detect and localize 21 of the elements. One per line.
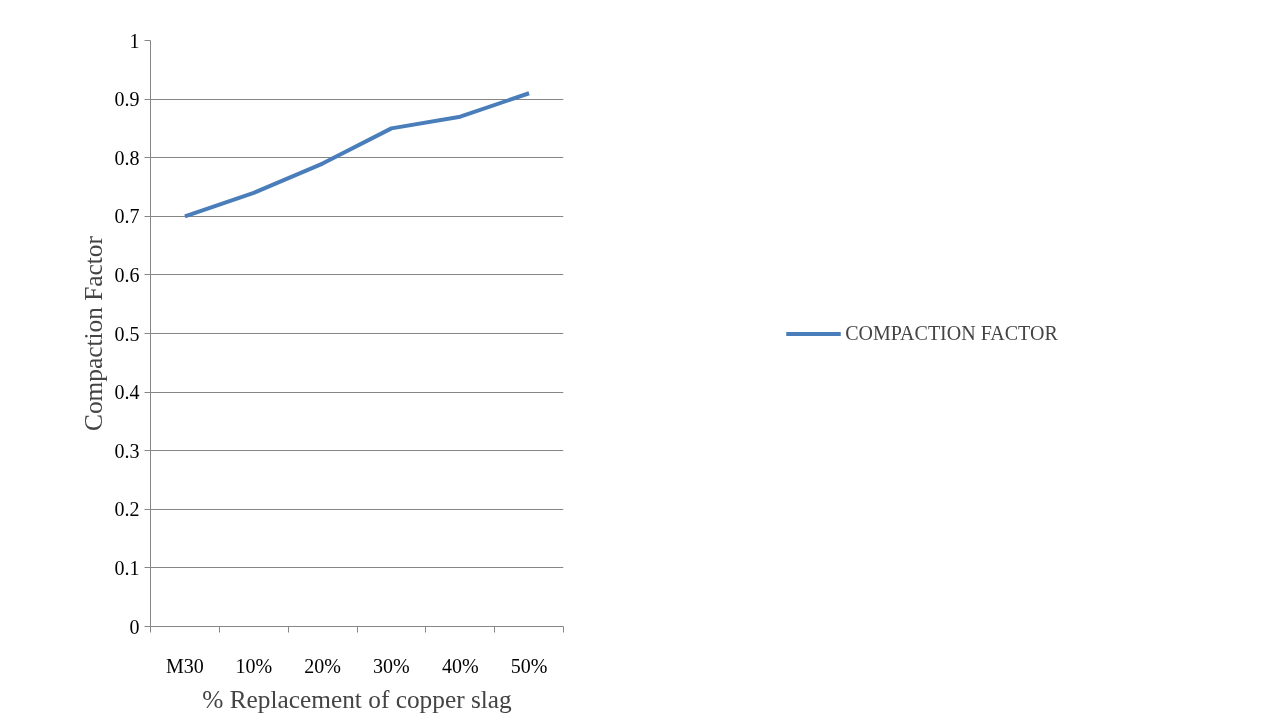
x-axis-title: % Replacement of copper slag bbox=[202, 684, 513, 713]
y-tick-label: 1 bbox=[129, 29, 140, 52]
x-tick-label: M30 bbox=[166, 654, 204, 677]
y-tick-label: 0 bbox=[129, 615, 140, 638]
x-tick-label: 50% bbox=[510, 654, 548, 677]
y-tick-label: 0.9 bbox=[114, 88, 140, 111]
y-tick-label: 0.3 bbox=[114, 439, 140, 462]
y-tick-label: 0.2 bbox=[114, 498, 140, 521]
y-axis-title: Compaction Factor bbox=[78, 235, 107, 431]
y-tick-label: 0.7 bbox=[114, 205, 140, 228]
x-tick-label: 20% bbox=[304, 654, 341, 677]
legend-label: COMPACTION FACTOR bbox=[845, 321, 1058, 345]
x-tick-label: 10% bbox=[235, 654, 273, 677]
y-tick-label: 0.8 bbox=[114, 146, 140, 169]
y-tick-label: 0.5 bbox=[114, 322, 140, 345]
y-tick-label: 0.1 bbox=[114, 556, 140, 579]
x-tick-label: 30% bbox=[373, 654, 410, 677]
x-tick-label: 40% bbox=[441, 654, 479, 677]
y-tick-label: 0.4 bbox=[114, 381, 140, 404]
line-series bbox=[182, 91, 532, 219]
y-tick-label: 0.6 bbox=[114, 263, 140, 286]
